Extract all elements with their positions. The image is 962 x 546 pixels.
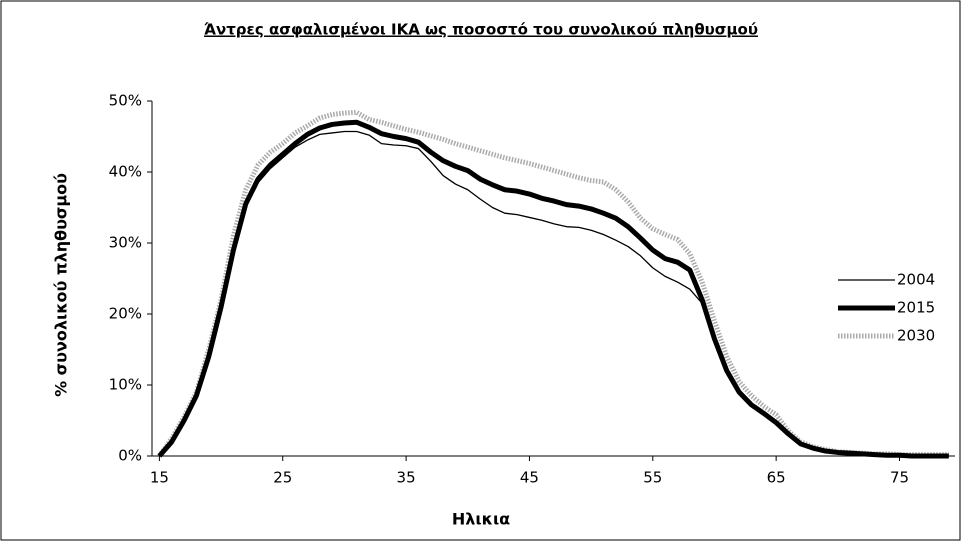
y-axis-label: % συνολικού πληθυσμού: [52, 173, 71, 397]
x-tick-label: 75: [890, 469, 909, 487]
legend-label: 2004: [897, 271, 935, 289]
chart-title: Άντρες ασφαλισμένοι ΙΚΑ ως ποσοστό του σ…: [204, 21, 758, 39]
x-tick-label: 45: [520, 469, 539, 487]
y-tick-label: 0%: [118, 447, 142, 465]
legend-label: 2030: [897, 327, 935, 345]
x-tick-label: 35: [397, 469, 416, 487]
series-line: [157, 119, 949, 459]
series-line: [158, 130, 949, 457]
y-tick-label: 40%: [109, 163, 142, 181]
y-tick-label: 50%: [109, 92, 142, 110]
legend-label: 2015: [897, 299, 935, 317]
x-tick-label: 55: [643, 469, 662, 487]
x-tick-label: 15: [150, 469, 169, 487]
x-axis-label: Ηλικια: [452, 510, 510, 529]
y-tick-label: 20%: [109, 305, 142, 323]
x-tick-label: 25: [273, 469, 292, 487]
y-tick-label: 30%: [109, 234, 142, 252]
x-tick-label: 65: [767, 469, 786, 487]
y-tick-label: 10%: [109, 376, 142, 394]
